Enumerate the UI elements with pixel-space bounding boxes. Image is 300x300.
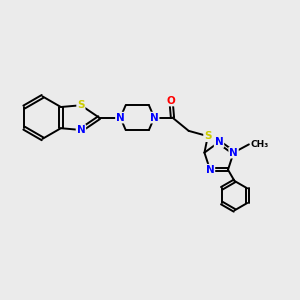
Text: S: S	[204, 131, 212, 141]
Text: N: N	[229, 148, 238, 158]
Text: S: S	[77, 100, 85, 110]
Text: N: N	[150, 112, 159, 123]
Text: N: N	[116, 112, 125, 123]
Text: N: N	[206, 165, 214, 175]
Text: CH₃: CH₃	[250, 140, 268, 149]
Text: N: N	[76, 125, 85, 135]
Text: N: N	[214, 137, 224, 147]
Text: O: O	[167, 95, 176, 106]
